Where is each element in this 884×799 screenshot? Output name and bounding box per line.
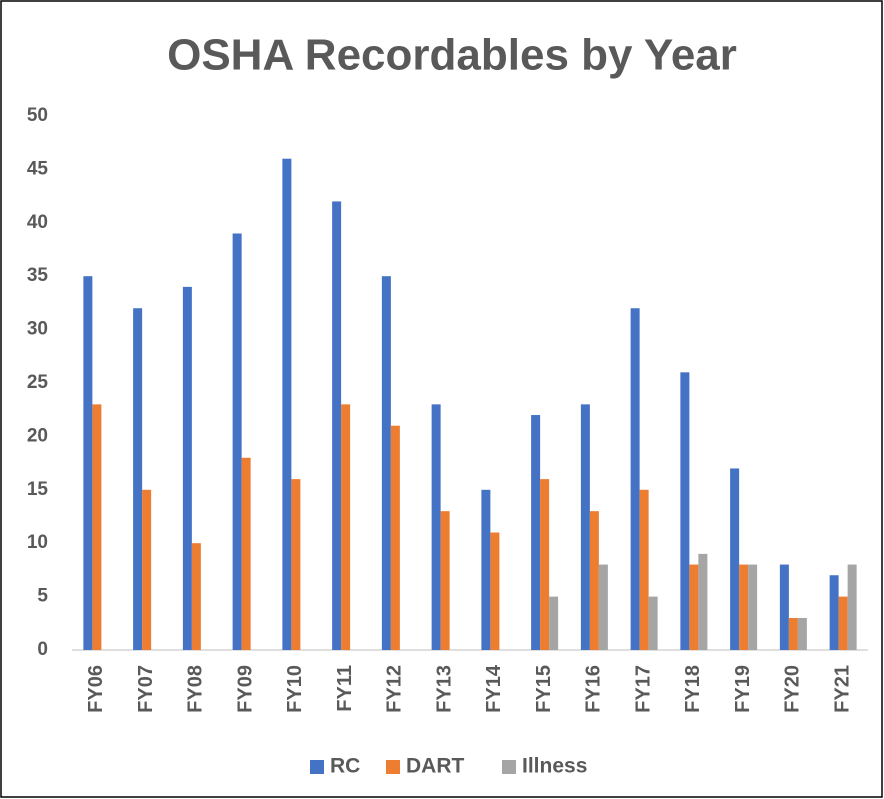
bar [739, 564, 749, 650]
bar [241, 457, 251, 650]
bar [630, 308, 640, 650]
bar [282, 158, 292, 650]
bar [232, 233, 242, 651]
bar [142, 489, 152, 650]
bar [481, 489, 491, 650]
legend-swatch [310, 760, 324, 774]
bar [689, 564, 699, 650]
bar [838, 596, 848, 650]
bar [779, 564, 789, 650]
y-tick-label: 5 [37, 586, 48, 607]
x-tick-label: FY21 [831, 665, 853, 713]
legend-swatch [386, 760, 400, 774]
y-tick-label: 45 [27, 158, 49, 179]
x-tick-label: FY18 [682, 665, 704, 713]
bar [598, 564, 608, 650]
x-tick-label: FY06 [85, 665, 107, 713]
bar [589, 511, 599, 650]
bar [431, 404, 441, 650]
bar [381, 276, 391, 650]
legend-label: Illness [522, 755, 587, 778]
bar [639, 489, 649, 650]
chart-title: OSHA Recordables by Year [167, 31, 737, 80]
x-tick-label: FY13 [433, 665, 455, 713]
bar [748, 564, 758, 650]
bar [730, 468, 740, 650]
bar [332, 201, 342, 650]
y-tick-label: 20 [27, 425, 48, 446]
x-tick-label: FY19 [732, 665, 754, 713]
x-tick-label: FY17 [632, 665, 654, 713]
bar [540, 479, 550, 650]
x-tick-label: FY08 [185, 665, 207, 713]
bar [648, 596, 658, 650]
bar [83, 276, 93, 650]
bar [531, 415, 541, 650]
bar [390, 425, 400, 650]
x-tick-label: FY20 [782, 665, 804, 713]
bar [490, 532, 500, 650]
legend-swatch [502, 760, 516, 774]
bar [341, 404, 351, 650]
y-tick-label: 0 [37, 639, 48, 660]
x-tick-label: FY09 [234, 665, 256, 713]
legend-label: DART [406, 755, 464, 778]
bar [291, 479, 301, 650]
bar [580, 404, 590, 650]
bar [133, 308, 143, 650]
x-tick-label: FY15 [533, 665, 555, 713]
y-tick-label: 40 [27, 212, 48, 233]
bar [788, 617, 798, 650]
bar [191, 543, 201, 650]
x-tick-label: FY11 [334, 665, 356, 712]
x-tick-label: FY10 [284, 665, 306, 713]
bar [549, 596, 559, 650]
bar [92, 404, 102, 650]
x-tick-label: FY07 [135, 665, 157, 713]
y-tick-label: 10 [27, 532, 48, 553]
bar [182, 286, 192, 650]
bar [680, 372, 690, 650]
x-tick-label: FY16 [583, 665, 605, 713]
bar [698, 553, 708, 650]
y-tick-label: 35 [27, 265, 49, 286]
bar [797, 617, 807, 650]
y-tick-label: 30 [27, 319, 48, 340]
bar [829, 575, 839, 650]
bar [440, 511, 450, 650]
y-tick-label: 15 [27, 479, 49, 500]
x-tick-label: FY12 [384, 665, 406, 713]
bar [847, 564, 857, 650]
x-tick-label: FY14 [483, 664, 505, 713]
y-tick-label: 50 [27, 105, 48, 126]
y-tick-label: 25 [27, 372, 49, 393]
legend-label: RC [330, 755, 360, 778]
